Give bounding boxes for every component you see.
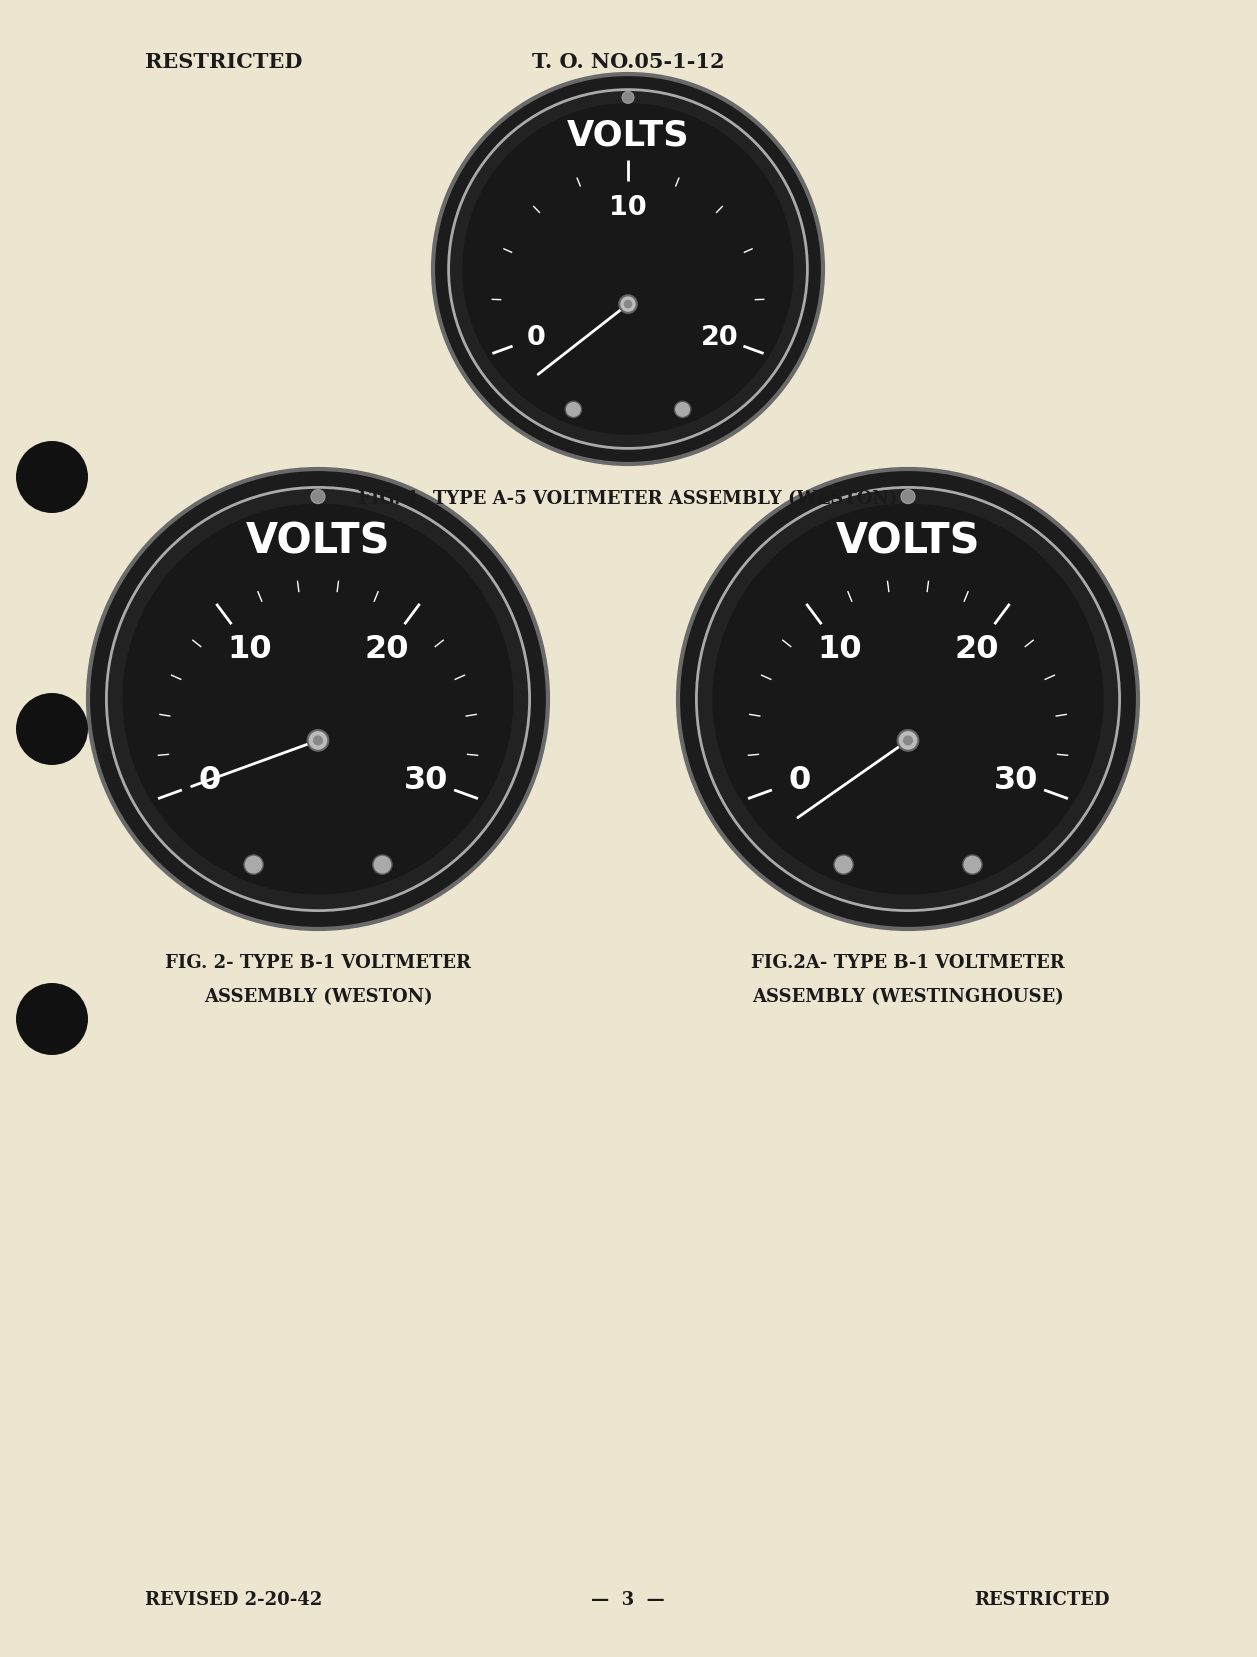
Text: 30: 30 <box>994 766 1038 795</box>
Text: —  3  —: — 3 — <box>591 1591 665 1607</box>
Text: 10: 10 <box>610 194 647 220</box>
Circle shape <box>107 489 529 911</box>
Circle shape <box>678 469 1138 930</box>
Text: 20: 20 <box>954 633 999 664</box>
Text: 0: 0 <box>789 766 811 795</box>
Circle shape <box>16 694 88 766</box>
Circle shape <box>244 855 263 875</box>
Circle shape <box>432 75 823 464</box>
Text: REVISED 2-20-42: REVISED 2-20-42 <box>145 1591 322 1607</box>
Circle shape <box>696 489 1120 911</box>
Circle shape <box>16 983 88 1056</box>
Text: T. O. NO.05-1-12: T. O. NO.05-1-12 <box>532 51 724 71</box>
Text: 10: 10 <box>817 633 861 664</box>
Circle shape <box>623 300 632 310</box>
Text: 30: 30 <box>403 766 449 795</box>
Circle shape <box>122 504 514 895</box>
Text: 0: 0 <box>199 766 221 795</box>
Text: VOLTS: VOLTS <box>567 118 689 152</box>
Circle shape <box>449 91 807 449</box>
Circle shape <box>897 731 919 751</box>
Text: FIG. 1- TYPE A-5 VOLTMETER ASSEMBLY (WESTON): FIG. 1- TYPE A-5 VOLTMETER ASSEMBLY (WES… <box>358 490 897 507</box>
Text: VOLTS: VOLTS <box>246 520 390 562</box>
Circle shape <box>566 403 582 418</box>
Circle shape <box>16 442 88 514</box>
Text: RESTRICTED: RESTRICTED <box>974 1591 1110 1607</box>
Circle shape <box>620 297 637 313</box>
Circle shape <box>675 403 691 418</box>
Text: FIG.2A- TYPE B-1 VOLTMETER: FIG.2A- TYPE B-1 VOLTMETER <box>752 953 1065 971</box>
Circle shape <box>313 736 323 746</box>
Text: ASSEMBLY (WESTON): ASSEMBLY (WESTON) <box>204 988 432 1006</box>
Text: RESTRICTED: RESTRICTED <box>145 51 303 71</box>
Text: 20: 20 <box>701 325 738 351</box>
Circle shape <box>373 855 392 875</box>
Circle shape <box>310 490 324 504</box>
Circle shape <box>903 736 913 746</box>
Circle shape <box>463 104 793 436</box>
Text: 10: 10 <box>228 633 272 664</box>
Text: 20: 20 <box>365 633 409 664</box>
Text: FIG. 2- TYPE B-1 VOLTMETER: FIG. 2- TYPE B-1 VOLTMETER <box>165 953 471 971</box>
Circle shape <box>901 490 915 504</box>
Text: 0: 0 <box>527 325 546 351</box>
Circle shape <box>622 93 634 104</box>
Circle shape <box>833 855 854 875</box>
Circle shape <box>963 855 982 875</box>
Text: VOLTS: VOLTS <box>836 520 980 562</box>
Circle shape <box>713 504 1104 895</box>
Circle shape <box>88 469 548 930</box>
Circle shape <box>308 731 328 751</box>
Text: ASSEMBLY (WESTINGHOUSE): ASSEMBLY (WESTINGHOUSE) <box>752 988 1063 1006</box>
